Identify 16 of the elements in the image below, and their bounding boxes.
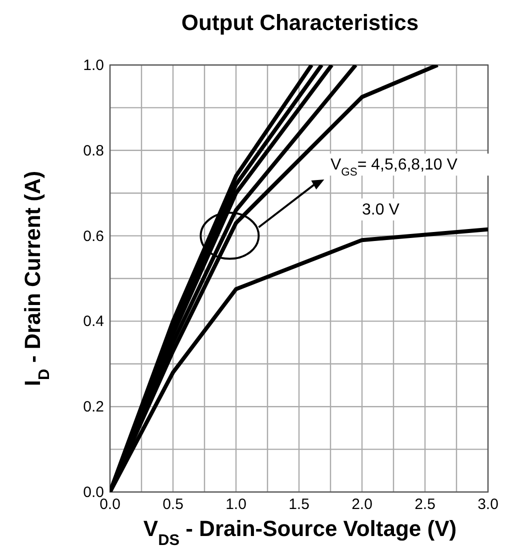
x-tick-label: 1.0: [226, 496, 246, 513]
chart-title: Output Characteristics: [181, 10, 419, 35]
annotation: 3.0 V: [362, 201, 400, 218]
y-tick-label: 0.6: [83, 228, 104, 245]
y-tick-label: 0.2: [83, 398, 104, 416]
x-axis-title: V$_{DS}$ - Drain-Source Voltage (V): [143, 516, 457, 548]
x-tick-label: 1.5: [288, 496, 310, 513]
x-tick-label: 0.5: [162, 496, 184, 513]
x-tick-label: 2.0: [352, 496, 372, 513]
y-tick-label: 0.4: [83, 313, 104, 330]
x-tick-label: 2.5: [414, 496, 436, 513]
y-tick-label: 1.0: [83, 57, 104, 74]
x-tick-label: 0.0: [100, 496, 120, 513]
y-tick-label: 0.8: [83, 142, 104, 160]
annotation: V$_{GS}$= 4,5,6,8,10 V: [330, 156, 458, 179]
x-tick-label: 3.0: [478, 496, 498, 513]
